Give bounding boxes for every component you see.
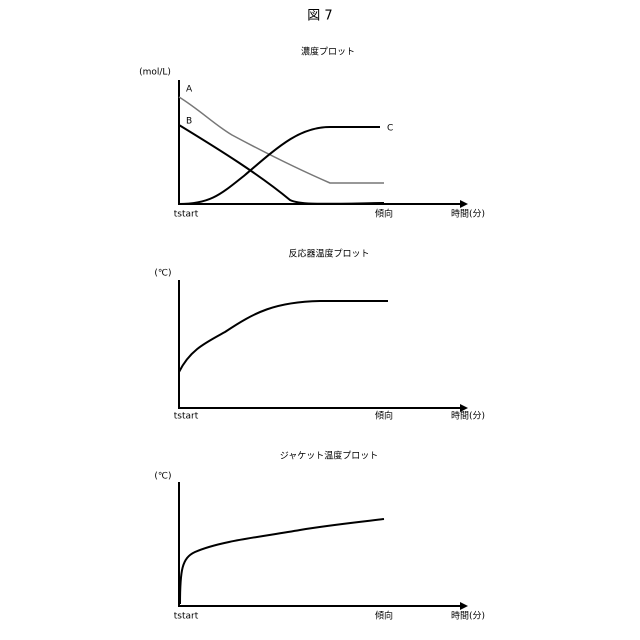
plot-title: ジャケット温度プロット bbox=[280, 450, 379, 462]
x-unit: 時間(分) bbox=[451, 209, 485, 220]
plot-title: 濃度プロット bbox=[301, 46, 355, 58]
x-start: tstart bbox=[174, 210, 199, 220]
curve-a bbox=[179, 97, 384, 183]
curve-label: B bbox=[186, 117, 192, 127]
curve bbox=[180, 519, 384, 604]
curve-b bbox=[179, 125, 384, 204]
figure-label: 図 7 bbox=[307, 9, 332, 24]
y-unit: (℃) bbox=[154, 269, 171, 279]
y-unit: (mol/L) bbox=[139, 68, 171, 78]
axes bbox=[179, 280, 462, 408]
x-start: tstart bbox=[174, 412, 199, 422]
plot: ジャケット温度プロット (℃) tstart 傾向 時間(分) bbox=[154, 450, 485, 622]
plot: 濃度プロット (mol/L) A B C tstart 傾向 時間(分) bbox=[139, 46, 485, 220]
plot-title: 反応器温度プロット bbox=[288, 248, 369, 260]
arrow bbox=[460, 602, 468, 610]
x-unit: 時間(分) bbox=[451, 611, 485, 622]
arrow bbox=[460, 200, 468, 208]
curve-label: A bbox=[186, 85, 193, 95]
x-mark: 傾向 bbox=[375, 208, 393, 220]
x-mark: 傾向 bbox=[375, 610, 393, 622]
axes bbox=[179, 80, 462, 204]
x-mark: 傾向 bbox=[375, 410, 393, 422]
curve-label: C bbox=[387, 124, 393, 134]
y-unit: (℃) bbox=[154, 472, 171, 482]
x-start: tstart bbox=[174, 612, 199, 622]
curve bbox=[179, 301, 388, 372]
figure: 図 7 濃度プロット (mol/L) A B C tstart 傾向 時間(分)… bbox=[0, 0, 640, 640]
plot: 反応器温度プロット (℃) tstart 傾向 時間(分) bbox=[154, 248, 485, 422]
x-unit: 時間(分) bbox=[451, 411, 485, 422]
